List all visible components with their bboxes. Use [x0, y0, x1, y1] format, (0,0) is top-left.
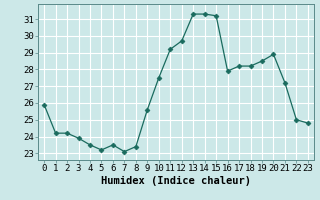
X-axis label: Humidex (Indice chaleur): Humidex (Indice chaleur): [101, 176, 251, 186]
